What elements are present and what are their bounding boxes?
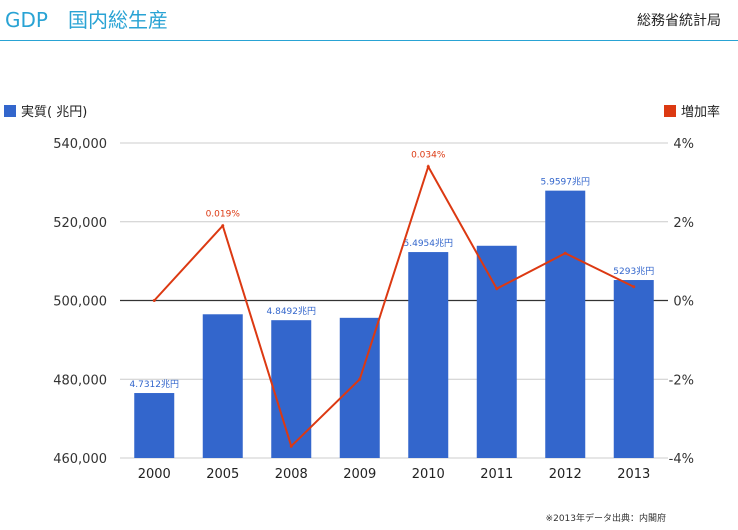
line-point [289, 444, 293, 448]
x-tick-label: 2000 [138, 467, 171, 482]
x-tick-label: 2012 [549, 467, 582, 482]
bar [408, 252, 449, 458]
growth-rate-line [153, 164, 635, 449]
organization-name: 総務省統計局 [637, 13, 721, 29]
left-tick-label: 480,000 [53, 373, 107, 388]
line-point [426, 165, 430, 169]
bar-data-label: 5293兆円 [613, 266, 654, 277]
bar-data-label: 5.9597兆円 [541, 177, 591, 188]
bar [476, 245, 517, 458]
right-tick-label: -2% [669, 373, 694, 388]
left-tick-label: 500,000 [53, 295, 107, 310]
right-tick-label: 0% [673, 295, 694, 310]
bar-data-label: 4.7312兆円 [130, 379, 180, 390]
line-point [495, 287, 499, 291]
source-note: ※2013年データ出典：内閣府 [545, 514, 666, 524]
line-point [563, 251, 567, 255]
bar [339, 317, 380, 458]
legend-label-bar: 実質( 兆円) [21, 104, 87, 120]
bar [545, 190, 586, 459]
x-tick-label: 2005 [206, 467, 239, 482]
left-tick-label: 540,000 [53, 137, 107, 152]
line-point [358, 377, 362, 381]
bar [613, 280, 654, 458]
bar [202, 314, 243, 458]
bar [134, 393, 175, 458]
legend-swatch-line [664, 105, 676, 117]
x-tick-label: 2008 [275, 467, 308, 482]
x-tick-label: 2011 [480, 467, 513, 482]
x-tick-label: 2010 [412, 467, 445, 482]
line-point [632, 285, 636, 289]
legend-swatch-bar [4, 105, 16, 117]
header: GDP 国内総生産 総務省統計局 [0, 0, 738, 40]
x-tick-label: 2009 [343, 467, 376, 482]
legend-label-line: 増加率 [681, 104, 720, 120]
right-tick-label: 2% [673, 216, 694, 231]
line-data-label: 0.034% [411, 151, 446, 161]
line-data-label: 0.019% [206, 210, 241, 220]
right-tick-label: 4% [673, 137, 694, 152]
right-tick-label: -4% [669, 452, 694, 467]
bar-data-label: 5.4954兆円 [404, 238, 454, 249]
line-point [221, 224, 225, 228]
header-divider [0, 40, 738, 41]
bar [271, 320, 312, 458]
bar-data-label: 4.8492兆円 [267, 306, 317, 317]
left-tick-label: 460,000 [53, 452, 107, 467]
x-tick-label: 2013 [617, 467, 650, 482]
page-title: GDP 国内総生産 [5, 8, 168, 32]
line-point [152, 299, 156, 302]
left-tick-label: 520,000 [53, 216, 107, 231]
